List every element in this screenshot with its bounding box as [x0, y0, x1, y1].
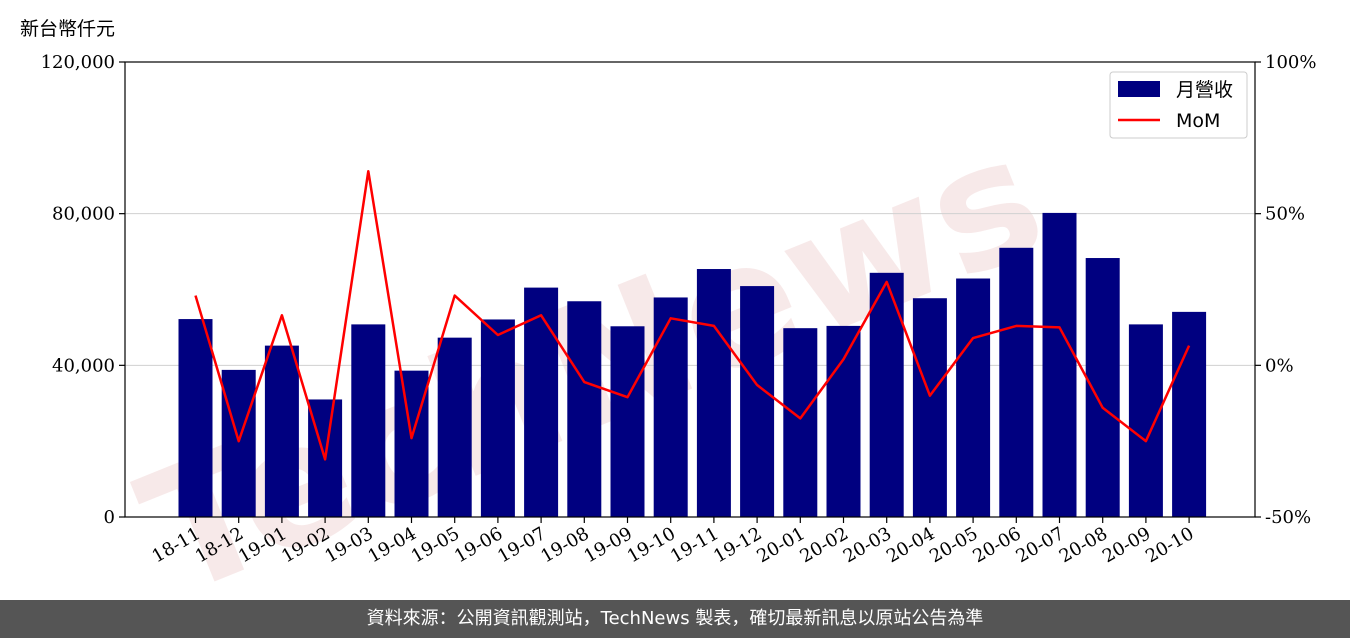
- x-tick-label-20-07: 20-07: [1013, 523, 1068, 567]
- x-tick-label-19-09: 19-09: [581, 523, 636, 567]
- right-tick-label: 100%: [1265, 52, 1316, 73]
- revenue-chart: TechNews 040,00080,000120,000-50%0%50%10…: [41, 52, 1317, 600]
- mom-line: [194, 169, 1191, 461]
- right-tick-label: -50%: [1265, 507, 1311, 528]
- bar-19-03: [351, 324, 386, 517]
- x-tick-label-19-07: 19-07: [494, 523, 549, 567]
- legend-swatch-bar: [1118, 81, 1160, 97]
- bar-20-07: [1042, 212, 1077, 518]
- bar-19-12: [740, 286, 775, 517]
- x-tick-label-20-01: 20-01: [753, 523, 808, 567]
- left-tick-label: 120,000: [41, 52, 115, 73]
- bar-19-04: [394, 370, 429, 517]
- bar-20-02: [826, 325, 861, 517]
- x-tick-label-20-08: 20-08: [1056, 523, 1111, 567]
- bar-18-11: [178, 319, 213, 517]
- bar-20-10: [1172, 311, 1207, 517]
- left-tick-label: 0: [104, 507, 115, 528]
- y-axis-unit-label: 新台幣仟元: [20, 18, 116, 40]
- mom-line-series: [194, 169, 1191, 461]
- bar-18-12: [221, 369, 256, 517]
- right-tick-label: 0%: [1265, 355, 1294, 376]
- x-tick-label-20-02: 20-02: [797, 523, 852, 567]
- plot-frame: [124, 61, 1256, 518]
- x-tick-label-19-11: 19-11: [667, 523, 722, 567]
- x-tick-label-20-10: 20-10: [1142, 523, 1197, 567]
- x-tick-label-19-06: 19-06: [451, 523, 506, 567]
- legend-label-mom: MoM: [1176, 110, 1220, 132]
- bar-19-08: [567, 301, 602, 517]
- x-tick-label-19-08: 19-08: [537, 523, 592, 567]
- source-footer: 資料來源：公開資訊觀測站，TechNews 製表，確切最新訊息以原站公告為準: [0, 600, 1350, 638]
- right-tick-label: 50%: [1265, 204, 1305, 225]
- bar-20-05: [956, 278, 991, 517]
- legend: 月營收 MoM: [1109, 71, 1248, 139]
- legend-label-revenue: 月營收: [1176, 79, 1233, 101]
- x-tick-label-20-09: 20-09: [1099, 523, 1154, 567]
- bar-19-06: [480, 319, 515, 517]
- x-tick-label-20-06: 20-06: [969, 523, 1024, 567]
- bar-20-06: [999, 247, 1034, 517]
- x-tick-label-19-10: 19-10: [624, 523, 679, 567]
- bar-19-05: [437, 337, 472, 517]
- bar-20-04: [912, 298, 947, 517]
- x-tick-label-20-05: 20-05: [926, 523, 981, 567]
- x-tick-label-20-03: 20-03: [840, 523, 895, 567]
- left-tick-label: 80,000: [52, 204, 115, 225]
- bar-20-03: [869, 272, 904, 517]
- bar-20-09: [1128, 324, 1163, 517]
- bar-20-01: [783, 328, 818, 517]
- x-tick-label-19-12: 19-12: [710, 523, 765, 567]
- left-tick-label: 40,000: [52, 355, 115, 376]
- bar-19-07: [524, 287, 559, 517]
- bar-series: [178, 212, 1207, 518]
- bar-19-11: [696, 269, 731, 517]
- bar-19-01: [264, 345, 299, 517]
- bar-19-09: [610, 326, 645, 517]
- bar-19-10: [653, 297, 688, 517]
- x-tick-label-20-04: 20-04: [883, 523, 938, 567]
